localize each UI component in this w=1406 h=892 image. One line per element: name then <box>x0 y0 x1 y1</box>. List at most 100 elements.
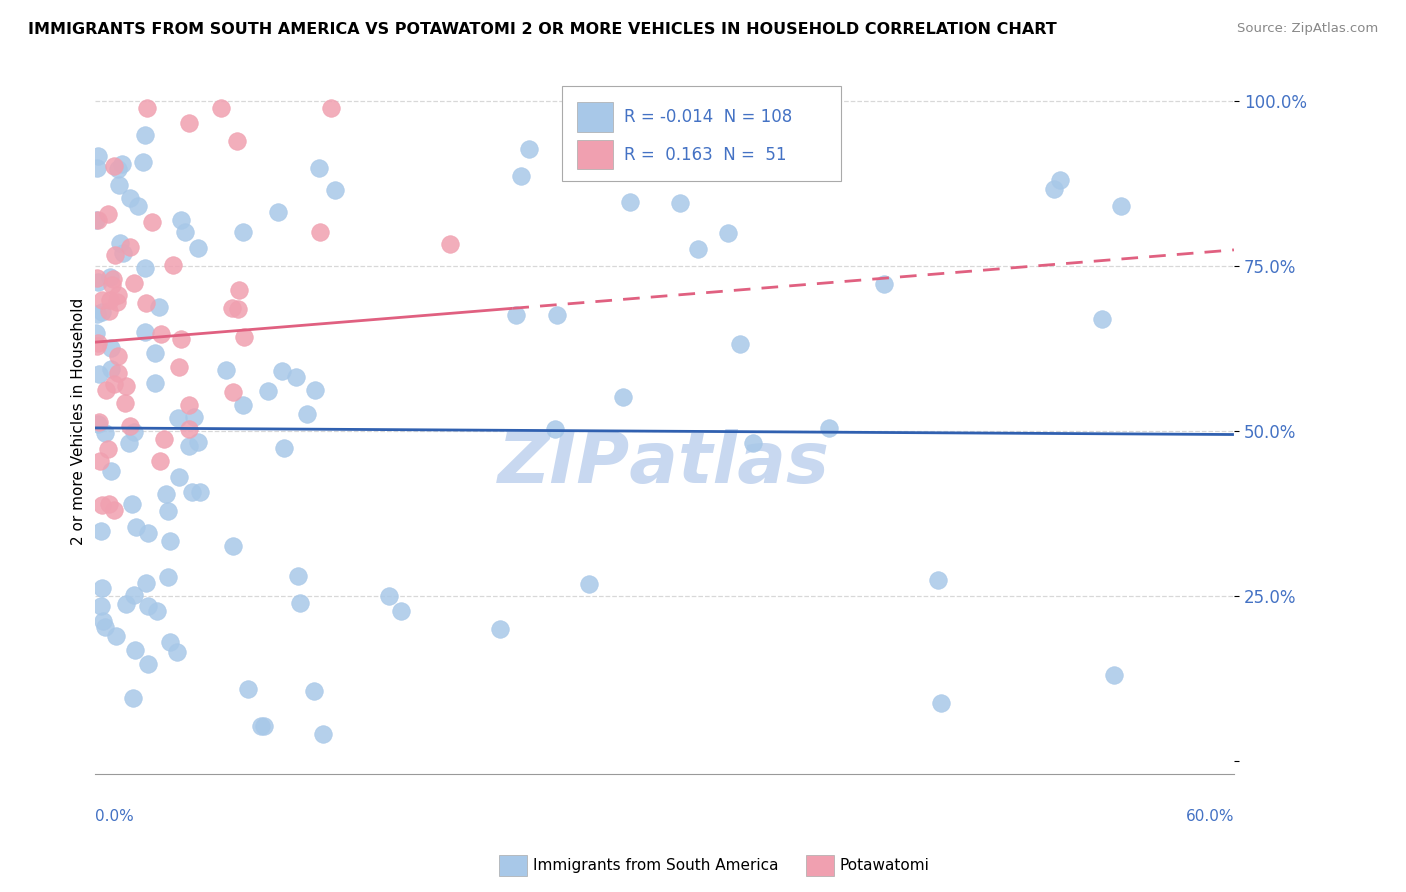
Point <box>177 116 200 130</box>
Text: 0.0%: 0.0% <box>94 809 134 824</box>
Point <box>86 149 108 163</box>
Point <box>124 588 146 602</box>
Point <box>221 301 243 316</box>
Point <box>87 368 110 382</box>
Point <box>717 227 740 241</box>
Point <box>122 425 145 439</box>
Text: R = -0.014  N = 108: R = -0.014 N = 108 <box>624 108 793 126</box>
Point <box>136 101 159 115</box>
Point <box>107 349 129 363</box>
Text: IMMIGRANTS FROM SOUTH AMERICA VS POTAWATOMI 2 OR MORE VEHICLES IN HOUSEHOLD CORR: IMMIGRANTS FROM SOUTH AMERICA VS POTAWAT… <box>28 22 1057 37</box>
Point <box>730 337 752 351</box>
Point <box>323 183 346 197</box>
Point <box>929 697 952 711</box>
Point <box>166 645 188 659</box>
Point <box>250 719 273 733</box>
Point <box>122 276 145 290</box>
Point <box>389 604 412 618</box>
Point <box>742 436 765 450</box>
Point <box>228 302 250 317</box>
Point <box>311 727 333 741</box>
Point <box>304 383 326 397</box>
Point <box>170 332 193 346</box>
Point <box>90 524 112 539</box>
Point <box>104 248 127 262</box>
Point <box>183 409 205 424</box>
Point <box>439 237 461 252</box>
Point <box>134 128 156 142</box>
Point <box>120 191 142 205</box>
Point <box>162 258 184 272</box>
Point <box>98 269 121 284</box>
Point <box>87 275 110 289</box>
Point <box>222 385 245 400</box>
Point <box>94 620 117 634</box>
Point <box>121 691 143 706</box>
Point <box>284 370 307 384</box>
Point <box>295 407 318 421</box>
Point <box>546 308 568 322</box>
Point <box>124 520 146 534</box>
Point <box>378 589 401 603</box>
Point <box>86 307 108 321</box>
Point <box>107 161 129 176</box>
Point <box>873 277 896 291</box>
Point <box>619 195 641 210</box>
Point <box>173 225 195 239</box>
Point <box>222 539 245 553</box>
Point <box>87 213 110 227</box>
Point <box>157 570 180 584</box>
Point <box>134 325 156 339</box>
Point <box>100 464 122 478</box>
Point <box>505 309 527 323</box>
Point <box>270 363 292 377</box>
Point <box>669 195 692 210</box>
Point <box>290 596 312 610</box>
Point <box>86 339 108 353</box>
Point <box>927 574 949 588</box>
Point <box>90 293 112 307</box>
Point <box>155 487 177 501</box>
Point <box>302 683 325 698</box>
Point <box>114 396 136 410</box>
Point <box>517 142 540 156</box>
Point <box>93 425 115 440</box>
Point <box>510 169 533 184</box>
Point <box>143 376 166 390</box>
Point <box>149 454 172 468</box>
Point <box>103 160 125 174</box>
Point <box>233 329 256 343</box>
Point <box>232 225 254 239</box>
Text: Immigrants from South America: Immigrants from South America <box>533 858 779 872</box>
Point <box>287 569 309 583</box>
Point <box>267 205 290 219</box>
Point <box>86 212 108 227</box>
Point <box>253 719 276 733</box>
Point <box>170 213 193 227</box>
Point <box>273 441 295 455</box>
Point <box>818 421 841 435</box>
Point <box>124 643 146 657</box>
Point <box>135 576 157 591</box>
Point <box>87 335 110 350</box>
Point <box>228 283 250 297</box>
Point <box>159 634 181 648</box>
Point <box>578 577 600 591</box>
Point <box>87 415 110 429</box>
Point <box>1042 182 1064 196</box>
Point <box>179 439 201 453</box>
Text: 60.0%: 60.0% <box>1185 809 1234 824</box>
Point <box>308 161 330 175</box>
Point <box>118 240 141 254</box>
Text: ZIP​atlas: ZIP​atlas <box>498 429 831 498</box>
Point <box>87 417 110 431</box>
Point <box>188 485 211 500</box>
Point <box>138 657 160 672</box>
Point <box>136 526 159 541</box>
Point <box>94 383 117 397</box>
FancyBboxPatch shape <box>576 103 613 132</box>
Point <box>97 207 120 221</box>
Point <box>489 622 512 636</box>
Point <box>152 432 174 446</box>
Point <box>141 215 163 229</box>
